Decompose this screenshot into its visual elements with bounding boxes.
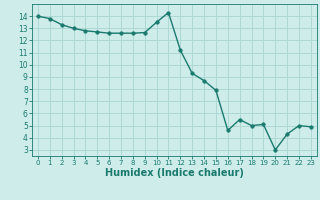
X-axis label: Humidex (Indice chaleur): Humidex (Indice chaleur) (105, 168, 244, 178)
